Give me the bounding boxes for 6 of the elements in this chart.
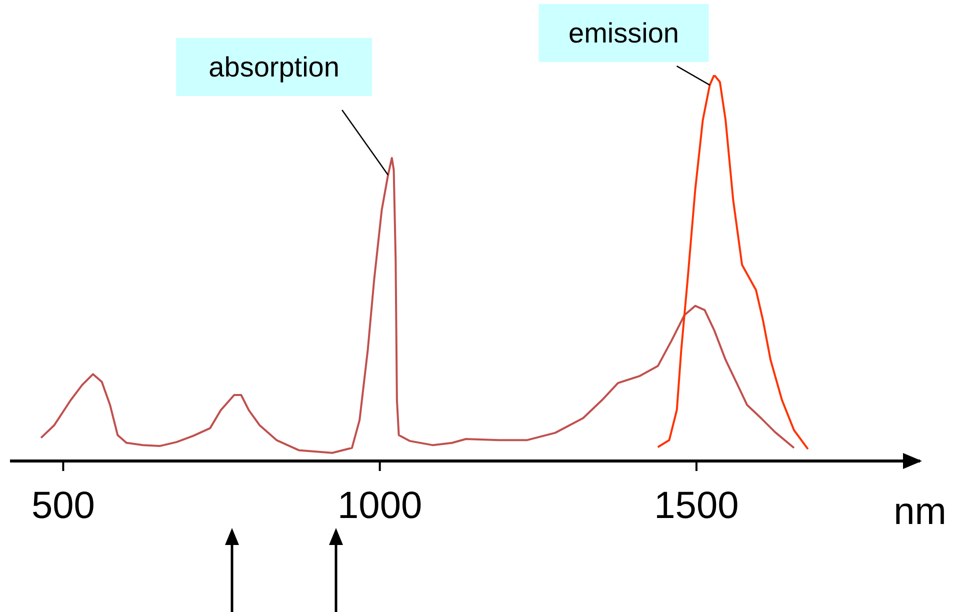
x-tick-label: 1500 [654,484,739,527]
x-tick-label: 500 [31,484,95,527]
x-axis-title: nm [894,491,946,533]
x-tick-label: 1000 [338,484,422,527]
annotation: absorption [208,51,340,82]
annotation: emission [568,18,679,49]
